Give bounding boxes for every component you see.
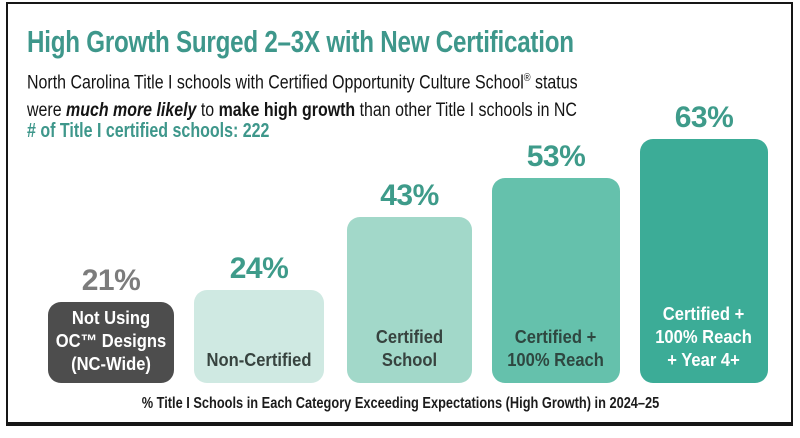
bar-column-certified-school: 43% Certified School <box>347 180 472 383</box>
bar-category-label: Certified School <box>347 217 472 383</box>
bar-category-label: Certified + 100% Reach + Year 4+ <box>640 139 768 383</box>
page-title: High Growth Surged 2–3X with New Certifi… <box>27 24 574 59</box>
bar-category-label: Certified + 100% Reach <box>492 178 620 383</box>
bar-column-non-certified: 24% Non-Certified <box>194 253 324 383</box>
bar-value-label: 21% <box>81 264 141 297</box>
subtitle-bold: make high growth <box>218 100 356 122</box>
bar-value-label: 63% <box>674 101 734 134</box>
subtitle-line1-pre: North Carolina Title I schools with Cert… <box>27 72 524 94</box>
subtitle-line2-mid: to <box>196 100 219 122</box>
subtitle-emphasis: much more likely <box>66 100 197 122</box>
subtitle-line1-post: status <box>530 72 578 94</box>
bar-label-line: (NC-Wide) <box>71 354 151 374</box>
bar-category-label: Non-Certified <box>194 290 324 383</box>
bar-label-line: Not Using <box>71 308 151 328</box>
bar-category-label: Not Using OC™ Designs (NC-Wide) <box>48 302 174 383</box>
bar-label-line: Certified + <box>663 304 745 324</box>
bar-column-certified-100-reach-year4: 63% Certified + 100% Reach + Year 4+ <box>640 102 768 383</box>
bar-label-line: + Year 4+ <box>667 350 741 370</box>
subtitle-line2-pre: were <box>27 100 67 122</box>
bar-value-label: 43% <box>380 179 439 212</box>
bar-value-label: 53% <box>526 140 586 173</box>
subtitle-line2-post: than other Title I schools in NC <box>355 100 577 122</box>
bar-certified-100-reach-year4: Certified + 100% Reach + Year 4+ <box>640 139 768 383</box>
bar-label-line: Certified + <box>515 327 597 347</box>
bar-column-certified-100-reach: 53% Certified + 100% Reach <box>492 141 620 383</box>
bar-non-certified: Non-Certified <box>194 290 324 383</box>
bar-label-line: OC™ Designs <box>55 331 167 351</box>
bar-certified-school: Certified School <box>347 217 472 383</box>
x-axis-caption: % Title I Schools in Each Category Excee… <box>141 395 659 412</box>
bar-label-line: Non-Certified <box>206 350 312 370</box>
bar-label-line: 100% Reach <box>507 350 605 370</box>
bar-value-label: 24% <box>229 252 289 285</box>
x-axis-caption-row: % Title I Schools in Each Category Excee… <box>0 395 800 413</box>
certified-schools-count: # of Title I certified schools: 222 <box>27 120 270 142</box>
bar-label-line: 100% Reach <box>655 327 753 347</box>
bar-label-line: Certified <box>375 327 444 347</box>
subtitle: North Carolina Title I schools with Cert… <box>27 64 578 125</box>
bar-certified-100-reach: Certified + 100% Reach <box>492 178 620 383</box>
bar-column-not-using-oc: 21% Not Using OC™ Designs (NC-Wide) <box>48 265 174 383</box>
bar-label-line: School <box>381 350 438 370</box>
bar-not-using-oc: Not Using OC™ Designs (NC-Wide) <box>48 302 174 383</box>
registered-trademark-symbol: ® <box>523 72 531 84</box>
